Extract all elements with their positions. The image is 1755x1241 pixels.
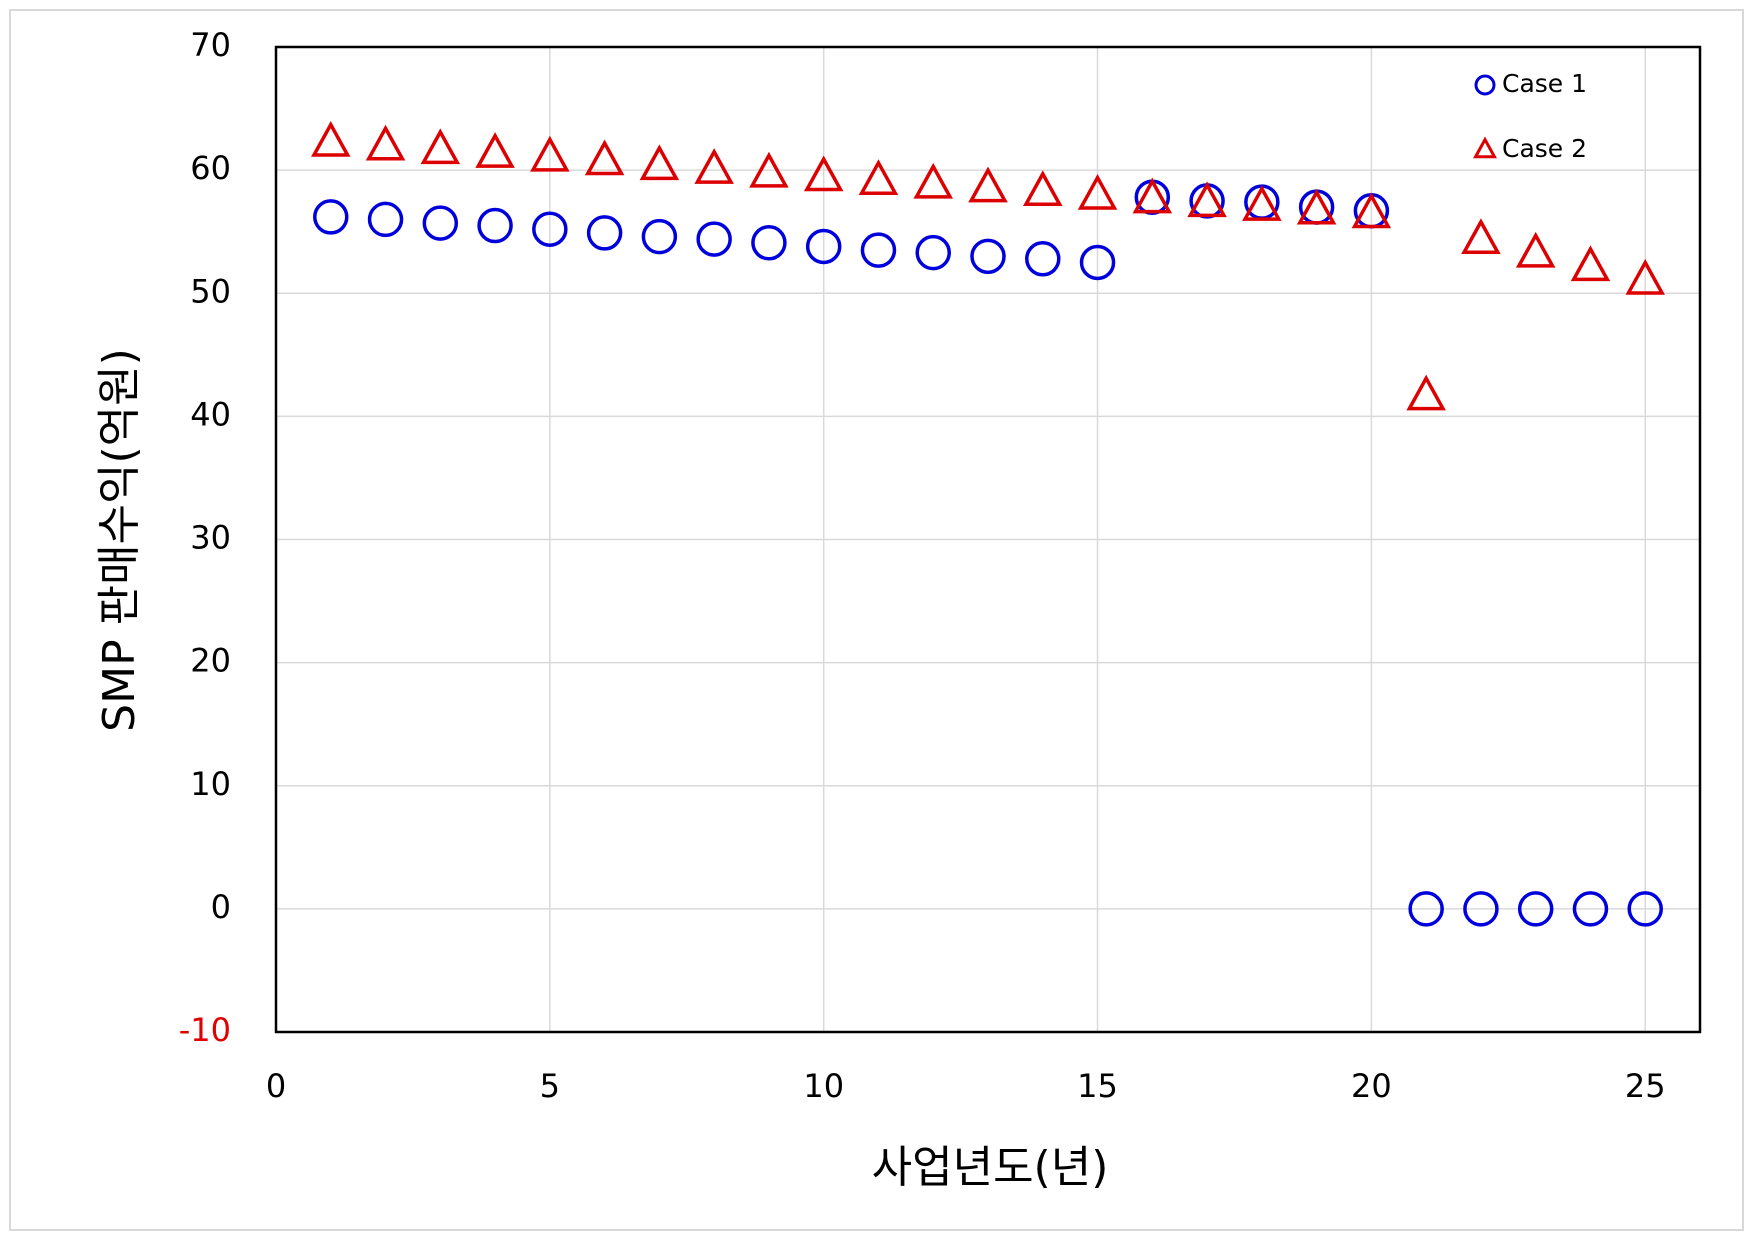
marker — [1408, 891, 1444, 927]
x-tick-label: 15 — [1077, 1067, 1118, 1105]
x-tick-label: 10 — [803, 1067, 844, 1105]
marker — [1296, 188, 1337, 225]
marker — [1023, 170, 1063, 207]
marker — [1079, 244, 1116, 281]
marker — [1406, 374, 1446, 411]
y-tick-label: 40 — [190, 395, 231, 433]
marker — [639, 144, 680, 181]
marker — [1463, 891, 1499, 927]
y-axis-title: SMP 판매수익(억원) — [94, 348, 145, 732]
marker — [311, 121, 351, 157]
marker — [694, 148, 734, 184]
marker — [365, 124, 406, 161]
marker — [1570, 245, 1611, 282]
x-tick-label: 5 — [540, 1067, 560, 1105]
marker — [367, 201, 404, 238]
marker — [860, 232, 897, 268]
legend-label: Case 2 — [1502, 134, 1587, 163]
y-tick-label: 0 — [211, 888, 231, 926]
marker — [805, 228, 842, 265]
plot-border — [274, 45, 1702, 1034]
marker — [641, 218, 678, 255]
marker — [420, 128, 461, 165]
y-tick-label: 70 — [190, 26, 231, 64]
chart-frame — [9, 9, 1744, 1231]
marker — [1461, 218, 1501, 255]
y-tick-label: -10 — [179, 1011, 231, 1049]
marker — [530, 135, 570, 172]
marker — [1572, 891, 1609, 927]
marker — [1025, 241, 1061, 277]
marker — [858, 159, 899, 195]
marker — [477, 207, 513, 244]
x-tick-label: 20 — [1351, 1067, 1392, 1105]
marker — [313, 199, 349, 235]
marker — [751, 225, 787, 261]
marker — [913, 162, 953, 199]
marker — [968, 166, 1008, 203]
marker — [1351, 192, 1392, 229]
legend-label: Case 1 — [1502, 69, 1587, 98]
x-tick-label: 0 — [266, 1067, 286, 1105]
y-tick-label: 30 — [190, 519, 231, 557]
marker — [1474, 74, 1496, 96]
marker — [803, 155, 844, 192]
marker — [1473, 136, 1497, 159]
marker — [1187, 181, 1227, 218]
y-tick-label: 50 — [190, 272, 231, 310]
marker — [1515, 231, 1556, 268]
marker — [970, 238, 1006, 275]
marker — [1242, 185, 1282, 221]
y-tick-label: 10 — [190, 765, 231, 803]
y-tick-label: 20 — [190, 642, 231, 680]
marker — [475, 132, 515, 168]
y-tick-label: 60 — [190, 149, 231, 187]
marker — [532, 211, 568, 247]
marker — [1132, 177, 1173, 214]
marker — [1625, 258, 1665, 295]
marker — [586, 215, 623, 251]
marker — [1077, 173, 1118, 210]
marker — [584, 139, 625, 176]
marker — [696, 221, 732, 257]
x-axis-title: 사업년도(년) — [872, 1142, 1109, 1193]
marker — [422, 205, 459, 241]
marker — [1517, 891, 1554, 927]
marker — [1627, 891, 1663, 927]
x-tick-label: 25 — [1625, 1067, 1666, 1105]
marker — [749, 151, 789, 188]
marker — [915, 234, 951, 271]
